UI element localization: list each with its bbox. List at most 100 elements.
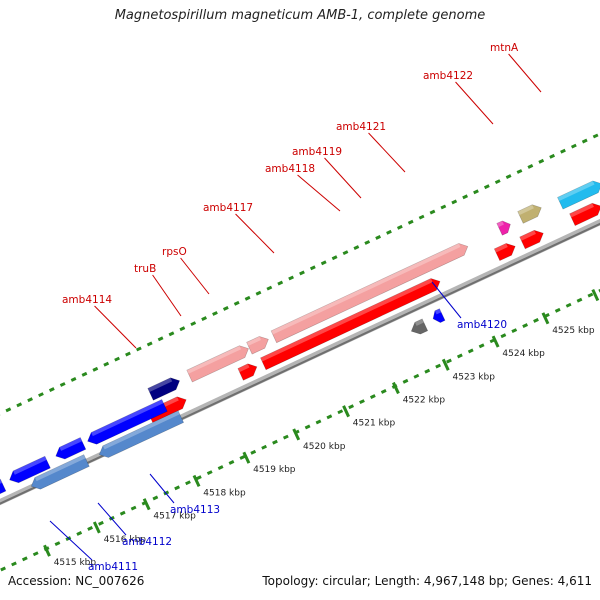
gene-label[interactable]: amb4117 <box>203 202 253 214</box>
gene-label[interactable]: amb4122 <box>423 70 473 82</box>
gene-arrow-sheen <box>414 318 424 326</box>
footer-summary: Topology: circular; Length: 4,967,148 bp… <box>262 574 592 588</box>
tick-dot <box>554 307 561 313</box>
gene-arrow[interactable] <box>496 220 511 236</box>
gene-arrow[interactable] <box>493 243 516 261</box>
tick-dot <box>59 382 66 387</box>
gene-arrow-sheen <box>246 336 261 346</box>
tick-dot <box>217 465 224 470</box>
tick-dot <box>587 292 594 298</box>
tick-dot <box>0 566 6 572</box>
tick-label: 4518 kbp <box>203 489 246 499</box>
gene-label[interactable]: mtnA <box>490 42 519 54</box>
tick-dot <box>135 346 142 352</box>
gene-arrow[interactable] <box>98 410 184 458</box>
gene-arrow[interactable] <box>519 229 544 250</box>
tick-dot <box>337 409 344 415</box>
tick-dot <box>195 475 202 481</box>
tick-dot <box>516 169 523 174</box>
gene-leader-line <box>94 305 137 349</box>
tick-dot <box>277 280 284 286</box>
tick-dot <box>92 366 99 372</box>
label-layer: 4515 kbp 4516 kbp 4517 kbp 4518 kbp 4519 kbp… <box>43 42 600 573</box>
tick-dot <box>581 138 588 144</box>
tick-dot <box>228 460 235 465</box>
gene-arrow[interactable] <box>237 363 258 381</box>
backbone <box>0 218 600 506</box>
tick-dot <box>364 240 371 245</box>
tick-dot <box>266 285 273 291</box>
gene-arrow[interactable] <box>557 180 600 210</box>
tick-dot <box>560 148 566 154</box>
tick-dot <box>38 392 44 398</box>
tick-label: 4521 kbp <box>353 419 396 429</box>
tick-dot <box>494 179 501 185</box>
gene-arrow[interactable] <box>260 278 441 371</box>
tick-dot <box>424 368 431 374</box>
gene-arrow[interactable] <box>246 336 269 355</box>
gene-label[interactable]: rpsO <box>162 246 187 258</box>
tick-mark <box>591 288 600 302</box>
tick-dot <box>331 255 338 261</box>
gene-arrow[interactable] <box>9 455 51 484</box>
tick-dot <box>353 245 360 250</box>
gene-label[interactable]: amb4121 <box>336 121 386 133</box>
tick-dot <box>27 397 33 403</box>
gene-arrow[interactable] <box>517 204 542 224</box>
tick-dot <box>549 153 556 159</box>
gene-label[interactable]: amb4111 <box>88 561 138 573</box>
tick-dot <box>157 336 164 342</box>
tick-dot <box>250 449 257 455</box>
gene-arrow[interactable] <box>55 437 87 460</box>
gene-arrow[interactable] <box>147 377 180 401</box>
gene-arrow[interactable] <box>432 308 446 323</box>
gene-leader-line <box>455 81 494 125</box>
tick-mark <box>392 381 400 395</box>
tick-dot <box>570 143 577 149</box>
gene-arrow[interactable] <box>186 345 249 383</box>
gene-arrow-sheen <box>13 456 47 475</box>
tick-mark <box>43 544 51 557</box>
tick-dot <box>16 402 23 408</box>
tick-dot <box>261 444 268 450</box>
gene-arrow[interactable] <box>30 454 90 490</box>
gene-label[interactable]: truB <box>134 263 156 275</box>
gene-arrow-sheen <box>271 243 461 335</box>
tick-dot <box>473 189 479 195</box>
gene-label[interactable]: amb4120 <box>457 319 507 331</box>
tick-dot <box>21 556 28 562</box>
gene-label[interactable]: amb4114 <box>62 294 112 306</box>
backbone-line <box>0 218 600 506</box>
gene-arrow[interactable] <box>410 318 429 335</box>
gene-arrow[interactable] <box>0 478 7 501</box>
feature-layer <box>0 180 600 501</box>
tick-mark <box>292 428 301 441</box>
tick-dot <box>304 424 311 430</box>
gene-arrow-sheen <box>102 410 180 450</box>
gene-arrow-sheen <box>91 399 164 437</box>
gene-arrow[interactable] <box>87 399 168 445</box>
gene-label[interactable]: amb4113 <box>170 504 220 516</box>
tick-dot <box>87 525 93 531</box>
tick-dot <box>5 407 12 413</box>
gene-arrow-sheen <box>519 230 536 241</box>
gene-arrow[interactable] <box>270 243 469 344</box>
gene-label[interactable]: amb4119 <box>292 146 342 158</box>
gene-label[interactable]: amb4118 <box>265 163 315 175</box>
tick-dot <box>451 199 458 205</box>
gene-label[interactable]: amb4112 <box>122 536 172 548</box>
tick-label: 4516 kbp <box>104 535 147 545</box>
tick-dot <box>103 361 110 367</box>
tick-dot <box>446 358 452 364</box>
tick-dot <box>348 404 355 410</box>
tick-dot <box>54 541 61 547</box>
tick-dot <box>233 300 240 306</box>
tick-mark <box>142 498 151 511</box>
tick-label: 4524 kbp <box>502 349 545 359</box>
tick-dot <box>119 510 126 516</box>
tick-dot <box>201 316 207 321</box>
tick-dot <box>146 341 153 347</box>
tick-dot <box>396 224 403 230</box>
tick-dot <box>81 371 88 377</box>
gene-arrow-sheen <box>186 345 242 374</box>
